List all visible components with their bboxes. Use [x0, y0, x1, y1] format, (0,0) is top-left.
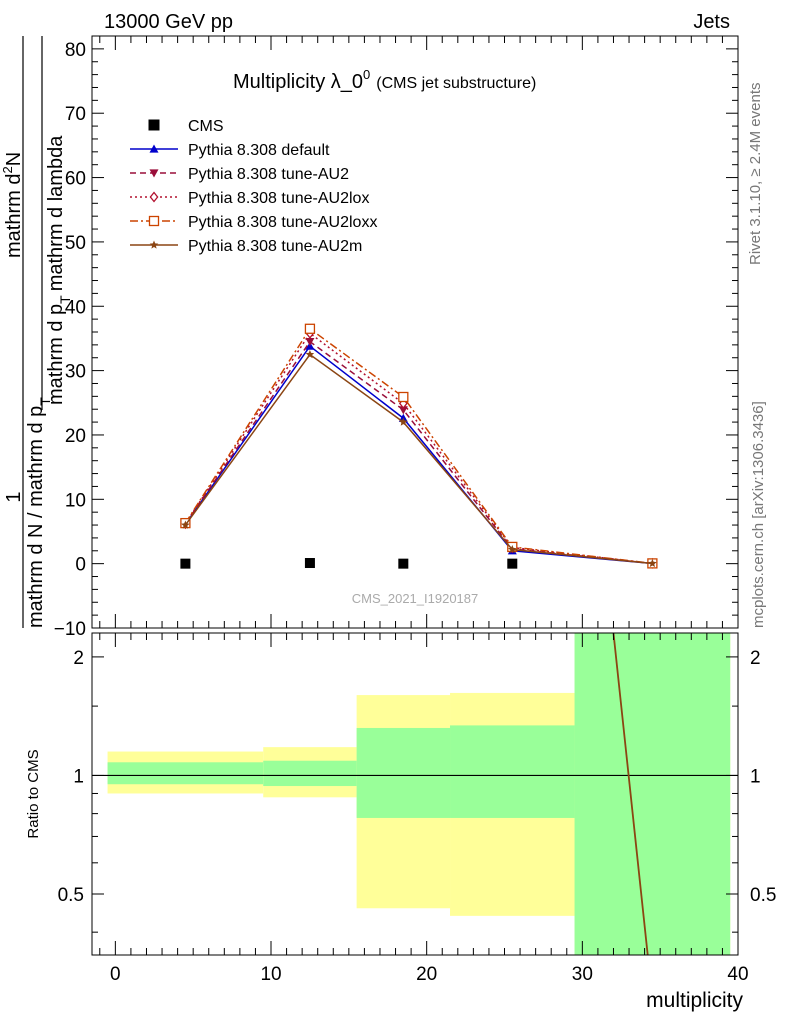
series-line	[184, 327, 653, 565]
green-band	[107, 762, 264, 785]
x-tick-label: 40	[727, 964, 748, 985]
green-band	[450, 725, 575, 818]
watermark: CMS_2021_I1920187	[352, 591, 479, 606]
green-band	[356, 727, 451, 818]
data-point	[305, 350, 315, 359]
legend-label: Pythia 8.308 default	[188, 142, 330, 159]
y-tick-label: 70	[65, 104, 86, 125]
data-point	[398, 558, 409, 569]
series-line	[184, 353, 653, 565]
legend-label: Pythia 8.308 tune-AU2loxx	[188, 214, 377, 231]
ratio-bands	[107, 633, 731, 955]
data-point	[648, 559, 657, 568]
ratio-y-tick-label-right: 0.5	[750, 885, 776, 906]
series-line	[184, 332, 653, 565]
ratio-panel: 0.5 0.5 1 1 2 2 0 10 20 30 40 Ratio to CMS multip…	[25, 632, 776, 1012]
y-tick-label: 20	[65, 426, 86, 447]
legend-label: Pythia 8.308 tune-AU2lox	[188, 190, 369, 207]
main-series	[180, 323, 658, 569]
legend-entry: Pythia 8.308 tune-AU2loxx	[130, 214, 377, 231]
main-y-label: 1 mathrm d N / mathrm d pT mathrm d2N ma…	[0, 36, 73, 628]
ratio-frame	[91, 632, 739, 956]
data-point	[181, 520, 190, 529]
legend-entry: Pythia 8.308 tune-AU2lox	[130, 190, 369, 207]
ratio-y-tick-label-right: 2	[750, 648, 761, 669]
data-point	[305, 338, 315, 347]
y-tick-label: 0	[75, 555, 86, 576]
legend-entry: CMS	[148, 118, 224, 135]
y-label-bottom: mathrm d pTmathrm d lambda	[45, 135, 73, 405]
header-left: 13000 GeV pp	[104, 11, 233, 33]
legend-label: Pythia 8.308 tune-AU2m	[188, 238, 362, 255]
y-tick-label: 60	[65, 169, 86, 190]
legend: CMS Pythia 8.308 default Pythia 8.308 tune…	[130, 118, 377, 255]
series-line	[184, 345, 653, 565]
ratio-series-line	[612, 632, 649, 956]
y-tick-label: 10	[65, 490, 86, 511]
legend-entry: Pythia 8.308 tune-AU2	[130, 166, 349, 183]
data-point	[398, 406, 408, 415]
main-panel: −10 0 10 20 30 40 50 60 70 80 CMS_2021_I1920187 M…	[54, 35, 739, 640]
series-line	[184, 340, 653, 565]
ratio-x-ticks: 0 10 20 30 40	[99, 633, 749, 985]
legend-label: CMS	[188, 118, 224, 135]
series-pythia-8-308-default	[180, 341, 657, 568]
y-tick-label: 80	[65, 40, 86, 61]
x-axis-label: multiplicity	[646, 989, 743, 1012]
series-cms	[180, 558, 518, 569]
x-tick-label: 20	[416, 964, 437, 985]
y-tick-label: 30	[65, 362, 86, 383]
data-point	[399, 417, 408, 426]
series-pythia-8-308-tune-au2m	[181, 350, 657, 568]
ratio-y-ticks: 0.5 0.5 1 1 2 2	[58, 648, 776, 933]
legend-entry: Pythia 8.308 default	[130, 142, 330, 159]
data-point	[180, 558, 191, 569]
x-tick-label: 10	[260, 964, 281, 985]
ratio-y-tick-label: 2	[73, 648, 84, 669]
legend-label: Pythia 8.308 tune-AU2	[188, 166, 349, 183]
rivet-label: Rivet 3.1.10, ≥ 2.4M events	[747, 83, 764, 266]
chart-title: Multiplicity λ_00(CMS jet substructure)	[233, 67, 536, 93]
y-tick-label: 40	[65, 297, 86, 318]
series-pythia-8-308-tune-au2lox	[180, 327, 657, 569]
y-tick-label: 50	[65, 233, 86, 254]
mcplots-label: mcplots.cern.ch [arXiv:1306.3436]	[750, 401, 767, 628]
data-point	[304, 558, 315, 569]
series-pythia-8-308-tune-au2	[180, 338, 657, 568]
x-tick-label: 0	[110, 964, 121, 985]
main-x-ticks	[99, 36, 739, 628]
y-label-left-den: mathrm d N / mathrm d pT	[25, 397, 53, 628]
y-label-top: mathrm d2N	[0, 152, 25, 258]
ratio-y-tick-label-right: 1	[750, 766, 761, 787]
data-point	[508, 545, 517, 554]
y-label-left-num: 1	[3, 491, 25, 502]
main-y-ticks: −10 0 10 20 30 40 50 60 70 80	[54, 35, 738, 640]
green-band	[263, 760, 357, 787]
data-point	[304, 323, 316, 334]
legend-entry: Pythia 8.308 tune-AU2m	[130, 238, 362, 255]
series-pythia-8-308-tune-au2loxx	[180, 323, 658, 569]
ratio-y-tick-label: 1	[73, 766, 84, 787]
x-tick-label: 30	[572, 964, 593, 985]
data-point	[398, 391, 409, 403]
green-band	[574, 633, 731, 955]
header-right: Jets	[693, 11, 730, 33]
ratio-y-label: Ratio to CMS	[25, 749, 42, 838]
ratio-y-tick-label: 0.5	[58, 885, 84, 906]
y-tick-label: −10	[54, 619, 86, 640]
data-point	[507, 558, 518, 569]
